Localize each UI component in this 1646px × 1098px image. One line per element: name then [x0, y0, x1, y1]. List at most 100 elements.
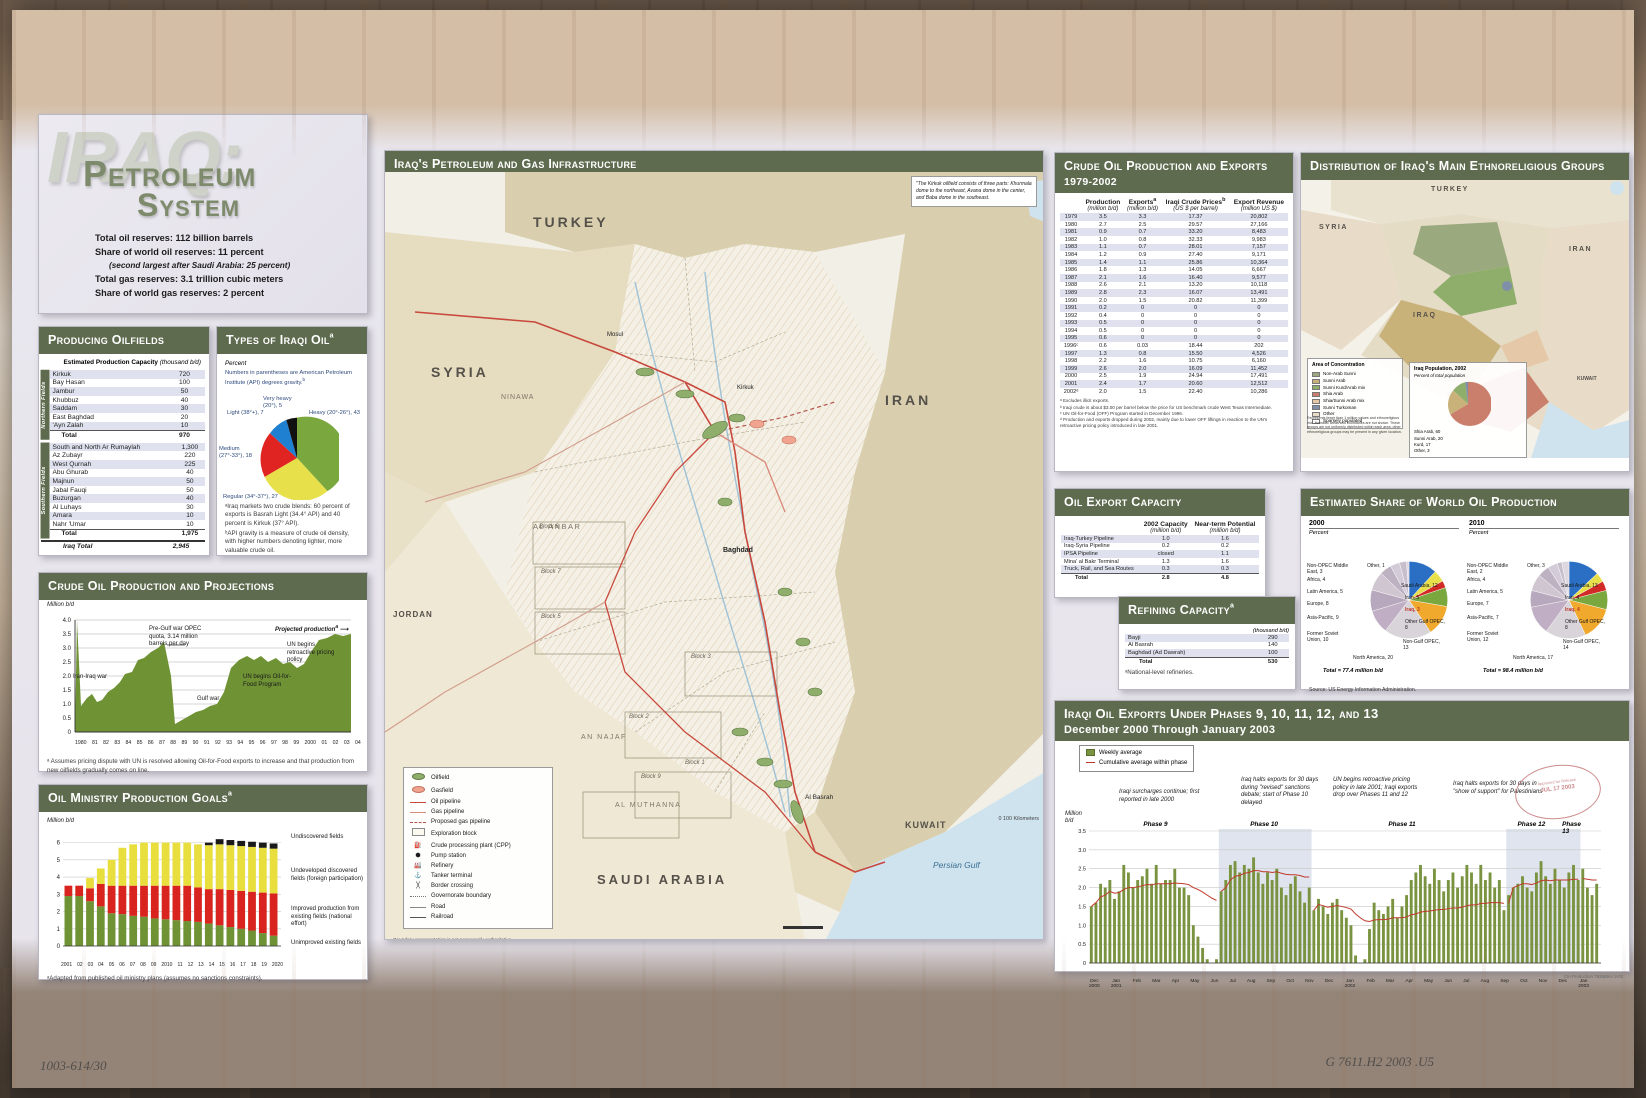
value-cell: 17,491: [1250, 373, 1268, 380]
year-cell: 1981: [1060, 228, 1083, 236]
table-row: Saddam 30: [49, 404, 205, 413]
ethno-pie-label: Shia Arab, 60: [1414, 429, 1441, 435]
legend-item: Gasfield: [410, 785, 546, 797]
weekly-average-bar: [1266, 872, 1269, 963]
title-panel: IRAQ: Petroleum System Total oil reserve…: [38, 114, 368, 314]
value-cell: 2.6: [1082, 365, 1124, 373]
value-cell: 13.20: [1188, 282, 1203, 289]
table-row-total: Total 970: [49, 430, 205, 440]
field-value: 720: [163, 370, 205, 379]
value-cell: 0: [1257, 327, 1261, 334]
value-cell: 0.5: [1082, 319, 1124, 328]
refining-heading: Refining Capacitya: [1119, 597, 1295, 624]
weekly-average-bar: [1409, 880, 1413, 963]
oil-ministry-production-goals-panel: Oil Ministry Production Goalsa Million b…: [38, 784, 368, 982]
table-row: IPSA Pipeline closed 1.1: [1061, 550, 1259, 558]
weekly-average-bar: [1233, 861, 1237, 963]
x-tick: 97: [270, 740, 277, 746]
weekly-average-bar: [1108, 880, 1112, 963]
pie-label-non-gulf-opec: Non-Gulf OPEC, 14: [1563, 639, 1600, 651]
value-cell: 0: [1161, 334, 1230, 343]
table-row: 1996ᶜ 0.6 0.03 18.44 202: [1060, 342, 1288, 350]
value-cell: 202: [1254, 343, 1264, 350]
weekly-average-bar: [1372, 902, 1376, 963]
svg-text:1: 1: [57, 927, 61, 933]
value-cell: 9,171: [1251, 251, 1266, 258]
goals-bar-segment: [258, 842, 267, 848]
map-kirkuk-callout: "The Kirkuk oilfield consists of three p…: [911, 176, 1037, 207]
refinery-name: Baghdad (Ad Dawrah): [1125, 649, 1257, 658]
heading-superscript: a: [1229, 602, 1235, 610]
pump-station-icon: ⬢: [415, 852, 421, 859]
petroleum-infrastructure-map-panel[interactable]: Iraq's Petroleum and Gas Infrastructure: [384, 150, 1044, 940]
fact-share-oil: Share of world oil reserves: 11 percent: [95, 247, 264, 258]
refinery-capacity: 100: [1256, 649, 1289, 658]
weekly-average-bar: [1317, 898, 1320, 963]
weekly-average-bar: [1136, 880, 1140, 963]
value-cell: 9,577: [1229, 273, 1288, 282]
table-row: 1999 2.6 2.0 16.09 11,452: [1060, 365, 1288, 373]
value-cell: 0.9: [1082, 228, 1124, 236]
value-cell: 2.3: [1123, 289, 1162, 297]
x-tick: Jul: [1229, 979, 1236, 984]
worldshare-pie-2010: [1530, 561, 1608, 639]
table-row: 1984 1.2 0.9 27.40 9,171: [1060, 251, 1288, 259]
goals-bar-segment: [248, 841, 256, 847]
legend-item: Oil pipeline: [410, 798, 546, 807]
border-crossing-icon: ╳: [416, 883, 420, 890]
pie-label-heavy: Heavy (20°-26°), 43: [309, 410, 361, 416]
goals-bar-segment: [140, 885, 148, 917]
value-cell: 0.8: [1138, 236, 1147, 243]
svg-text:2.0: 2.0: [1078, 886, 1086, 892]
pie-label-iran: Iran, 4: [1565, 595, 1580, 601]
color-swatch: [1312, 378, 1320, 384]
year-cell: 1980: [1064, 221, 1078, 228]
goals-bar-segment: [96, 883, 105, 907]
total-value: 2.8: [1140, 572, 1191, 582]
weekly-average-bar: [1419, 864, 1422, 963]
field-value: 10: [174, 511, 205, 521]
x-tick: Feb: [1132, 979, 1142, 984]
weekly-average-bar: [1354, 955, 1358, 963]
field-name: Amara: [49, 511, 175, 521]
value-cell: 0: [1161, 319, 1230, 328]
weekly-average-bar: [1483, 880, 1487, 963]
weekly-average-bar: [1293, 876, 1297, 963]
table-row-total: Total 2.8 4.8: [1061, 572, 1259, 582]
refinery-capacity: 140: [1267, 642, 1278, 649]
value-cell: 1.5: [1138, 297, 1147, 304]
route-name: Iraq-Turkey Pipeline: [1061, 535, 1141, 543]
capacity-value: 0.3: [1140, 565, 1191, 574]
svg-text:3.5: 3.5: [1078, 829, 1086, 835]
pie-slice-heavy: [297, 416, 339, 492]
goals-bar-segment: [172, 842, 181, 886]
pie-label-africa: Africa, 4: [1467, 577, 1486, 583]
route-name: Iraq-Syria Pipeline: [1064, 543, 1110, 550]
svg-text:0: 0: [57, 944, 61, 950]
phases-annotation-palestinians: Iraq halts exports for 30 days in "show …: [1453, 781, 1543, 795]
gas-pipeline-icon: [410, 808, 426, 817]
table-row: Bayji 290: [1125, 634, 1289, 642]
table-row: 1995 0.6 0 0 0: [1060, 334, 1288, 343]
weekly-average-bar: [1238, 872, 1242, 963]
table-row: East Baghdad 20: [50, 413, 205, 422]
oilfields-col-units: (thousand b/d): [159, 359, 201, 366]
year-cell: 1998: [1064, 358, 1078, 365]
weekly-average-bar: [1567, 872, 1571, 963]
weekly-average-bar: [1303, 902, 1307, 963]
goals-bar-segment: [194, 887, 202, 922]
color-swatch: [1312, 372, 1320, 378]
weekly-average-bar: [1289, 883, 1293, 963]
weekly-average-bar: [1391, 898, 1395, 963]
color-swatch: [1312, 412, 1320, 418]
map-canvas[interactable]: TURKEY SYRIA IRAN SAUDI ARABIA KUWAIT JO…: [385, 172, 1043, 939]
svg-text:2.5: 2.5: [63, 660, 72, 666]
x-tick: 90: [192, 740, 199, 746]
pie-slice-other: [1406, 561, 1410, 601]
value-cell: 20.60: [1161, 380, 1230, 388]
weekly-average-bar: [1196, 936, 1200, 963]
value-cell: 32.33: [1188, 236, 1203, 243]
refinery-icon: 🏭: [414, 862, 422, 869]
ethno-country-syria: SYRIA: [1319, 224, 1348, 231]
weekly-average-bar: [1377, 910, 1381, 963]
